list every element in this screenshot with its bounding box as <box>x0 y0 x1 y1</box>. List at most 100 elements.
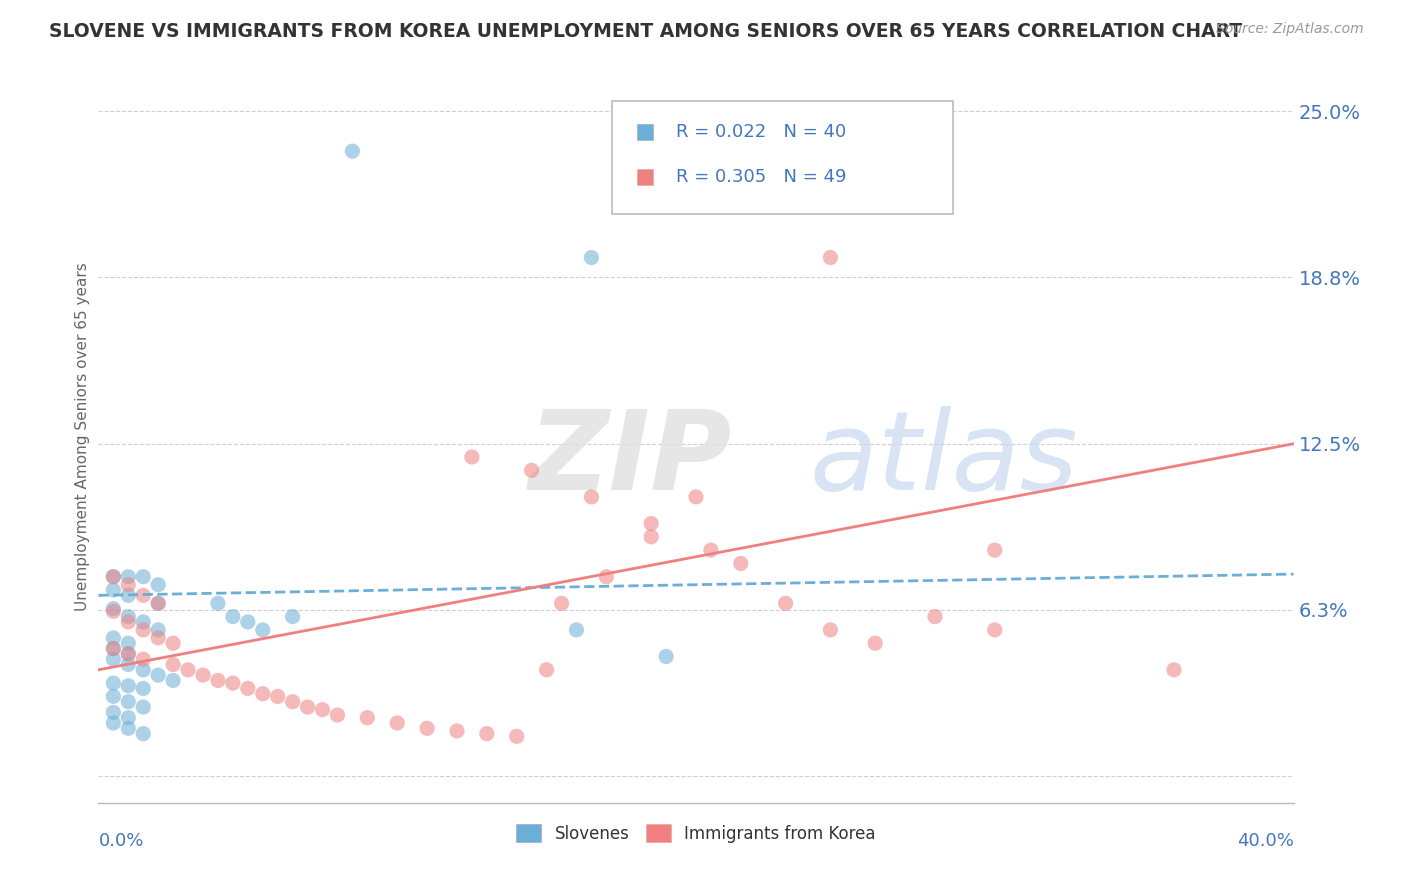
Point <box>326 708 349 723</box>
Point <box>236 681 259 696</box>
Point <box>222 676 245 690</box>
Point <box>103 641 125 656</box>
Point <box>191 668 214 682</box>
Point <box>207 673 229 688</box>
Point <box>117 588 139 602</box>
Point <box>103 601 125 615</box>
Point <box>162 673 184 688</box>
Point <box>132 700 155 714</box>
Point <box>162 657 184 672</box>
Point <box>132 652 155 666</box>
Point <box>446 723 468 738</box>
Point <box>162 636 184 650</box>
Text: R = 0.022   N = 40: R = 0.022 N = 40 <box>676 123 846 141</box>
Text: atlas: atlas <box>810 406 1078 513</box>
Point <box>385 716 409 731</box>
Point <box>148 596 170 610</box>
FancyBboxPatch shape <box>613 101 953 214</box>
Point <box>132 615 155 629</box>
Point <box>461 450 484 464</box>
Point <box>581 251 603 265</box>
Point <box>984 623 1007 637</box>
Y-axis label: Unemployment Among Seniors over 65 years: Unemployment Among Seniors over 65 years <box>75 263 90 611</box>
Legend: Slovenes, Immigrants from Korea: Slovenes, Immigrants from Korea <box>509 818 883 849</box>
Point <box>640 516 662 531</box>
Text: SLOVENE VS IMMIGRANTS FROM KOREA UNEMPLOYMENT AMONG SENIORS OVER 65 YEARS CORREL: SLOVENE VS IMMIGRANTS FROM KOREA UNEMPLO… <box>49 22 1243 41</box>
Point <box>820 251 842 265</box>
Point <box>117 679 139 693</box>
Point <box>148 668 170 682</box>
Point <box>103 631 125 645</box>
Point <box>103 706 125 720</box>
Point <box>103 641 125 656</box>
Text: Source: ZipAtlas.com: Source: ZipAtlas.com <box>1216 22 1364 37</box>
Point <box>148 631 170 645</box>
Point <box>297 700 319 714</box>
Point <box>117 615 139 629</box>
Point <box>520 463 543 477</box>
Point <box>117 657 139 672</box>
Point <box>267 690 290 704</box>
Point <box>132 726 155 740</box>
Point <box>281 695 304 709</box>
Point <box>984 543 1007 558</box>
Text: 0.0%: 0.0% <box>98 832 143 850</box>
Point <box>103 570 125 584</box>
Point <box>117 636 139 650</box>
Point <box>730 557 752 571</box>
Point <box>565 623 588 637</box>
Point <box>103 716 125 731</box>
Text: 40.0%: 40.0% <box>1237 832 1294 850</box>
Point <box>148 577 170 591</box>
Text: R = 0.305   N = 49: R = 0.305 N = 49 <box>676 169 846 186</box>
Point <box>252 687 274 701</box>
Point <box>103 652 125 666</box>
Point <box>222 609 245 624</box>
Point <box>595 570 617 584</box>
Point <box>103 690 125 704</box>
Point <box>103 604 125 618</box>
Point <box>924 609 946 624</box>
Point <box>117 570 139 584</box>
Point <box>207 596 229 610</box>
Point <box>506 729 529 743</box>
Point <box>177 663 200 677</box>
Point <box>416 722 439 736</box>
Point <box>117 722 139 736</box>
Point <box>132 623 155 637</box>
Point <box>700 543 723 558</box>
Point <box>103 582 125 597</box>
Point <box>281 609 304 624</box>
Point <box>475 726 498 740</box>
Point <box>236 615 259 629</box>
Point <box>132 663 155 677</box>
Point <box>132 681 155 696</box>
Point <box>117 695 139 709</box>
Point <box>356 711 378 725</box>
Point <box>550 596 572 610</box>
Point <box>117 577 139 591</box>
Point <box>103 570 125 584</box>
Point <box>581 490 603 504</box>
Point <box>117 711 139 725</box>
Point <box>148 623 170 637</box>
Point <box>103 676 125 690</box>
Point <box>132 588 155 602</box>
Point <box>640 530 662 544</box>
Point <box>117 609 139 624</box>
Point <box>311 703 333 717</box>
Point <box>685 490 707 504</box>
Point <box>820 623 842 637</box>
Point <box>252 623 274 637</box>
Point <box>865 636 887 650</box>
Point <box>655 649 678 664</box>
Point <box>342 144 364 158</box>
Point <box>132 570 155 584</box>
Point <box>117 647 139 661</box>
Text: ZIP: ZIP <box>529 406 733 513</box>
Point <box>775 596 797 610</box>
Point <box>1163 663 1185 677</box>
Point <box>148 596 170 610</box>
Point <box>117 647 139 661</box>
Point <box>536 663 558 677</box>
